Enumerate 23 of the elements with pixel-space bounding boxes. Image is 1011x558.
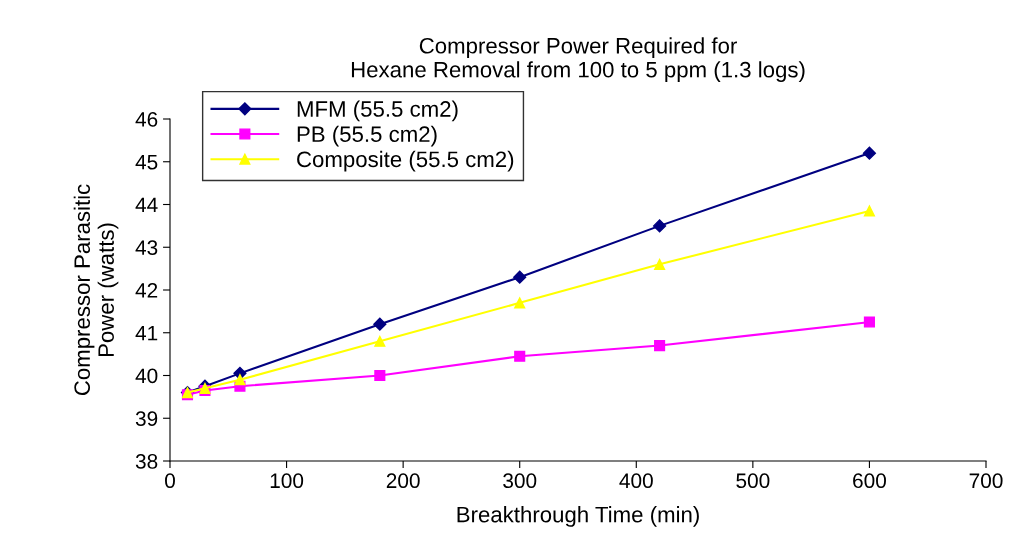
x-tick-label: 100 bbox=[270, 473, 304, 489]
y-tick-label: 43 bbox=[135, 240, 158, 255]
y-tick-label: 40 bbox=[135, 368, 158, 384]
x-tick-label: 400 bbox=[619, 473, 653, 489]
x-axis-title: Breakthrough Time (min) bbox=[457, 506, 699, 527]
y-tick-label: 39 bbox=[135, 411, 158, 426]
y-tick-label: 41 bbox=[135, 325, 158, 341]
y-tick-label: 46 bbox=[135, 112, 158, 127]
x-tick-label: 700 bbox=[969, 473, 1003, 489]
legend-label: Composite (55.5 cm2) bbox=[297, 150, 514, 172]
y-tick-label: 38 bbox=[135, 454, 158, 469]
x-tick-label: 200 bbox=[386, 473, 420, 489]
y-tick-label: 42 bbox=[135, 283, 158, 298]
x-tick-label: 600 bbox=[853, 473, 886, 489]
y-axis-title: Compressor Parasitic Power (watts) bbox=[73, 184, 119, 396]
legend-label: MFM (55.5 cm2) bbox=[297, 100, 458, 122]
x-tick-label: 0 bbox=[165, 473, 175, 489]
legend-label: PB (55.5 cm2) bbox=[297, 125, 437, 147]
y-tick-label: 45 bbox=[135, 154, 158, 170]
y-tick-label: 44 bbox=[135, 197, 158, 213]
x-tick-label: 500 bbox=[736, 473, 770, 489]
x-tick-label: 300 bbox=[503, 473, 537, 489]
chart-title: Compressor Power Required for Hexane Removal from 100 to 5 ppm (1.3 logs) bbox=[351, 37, 805, 82]
